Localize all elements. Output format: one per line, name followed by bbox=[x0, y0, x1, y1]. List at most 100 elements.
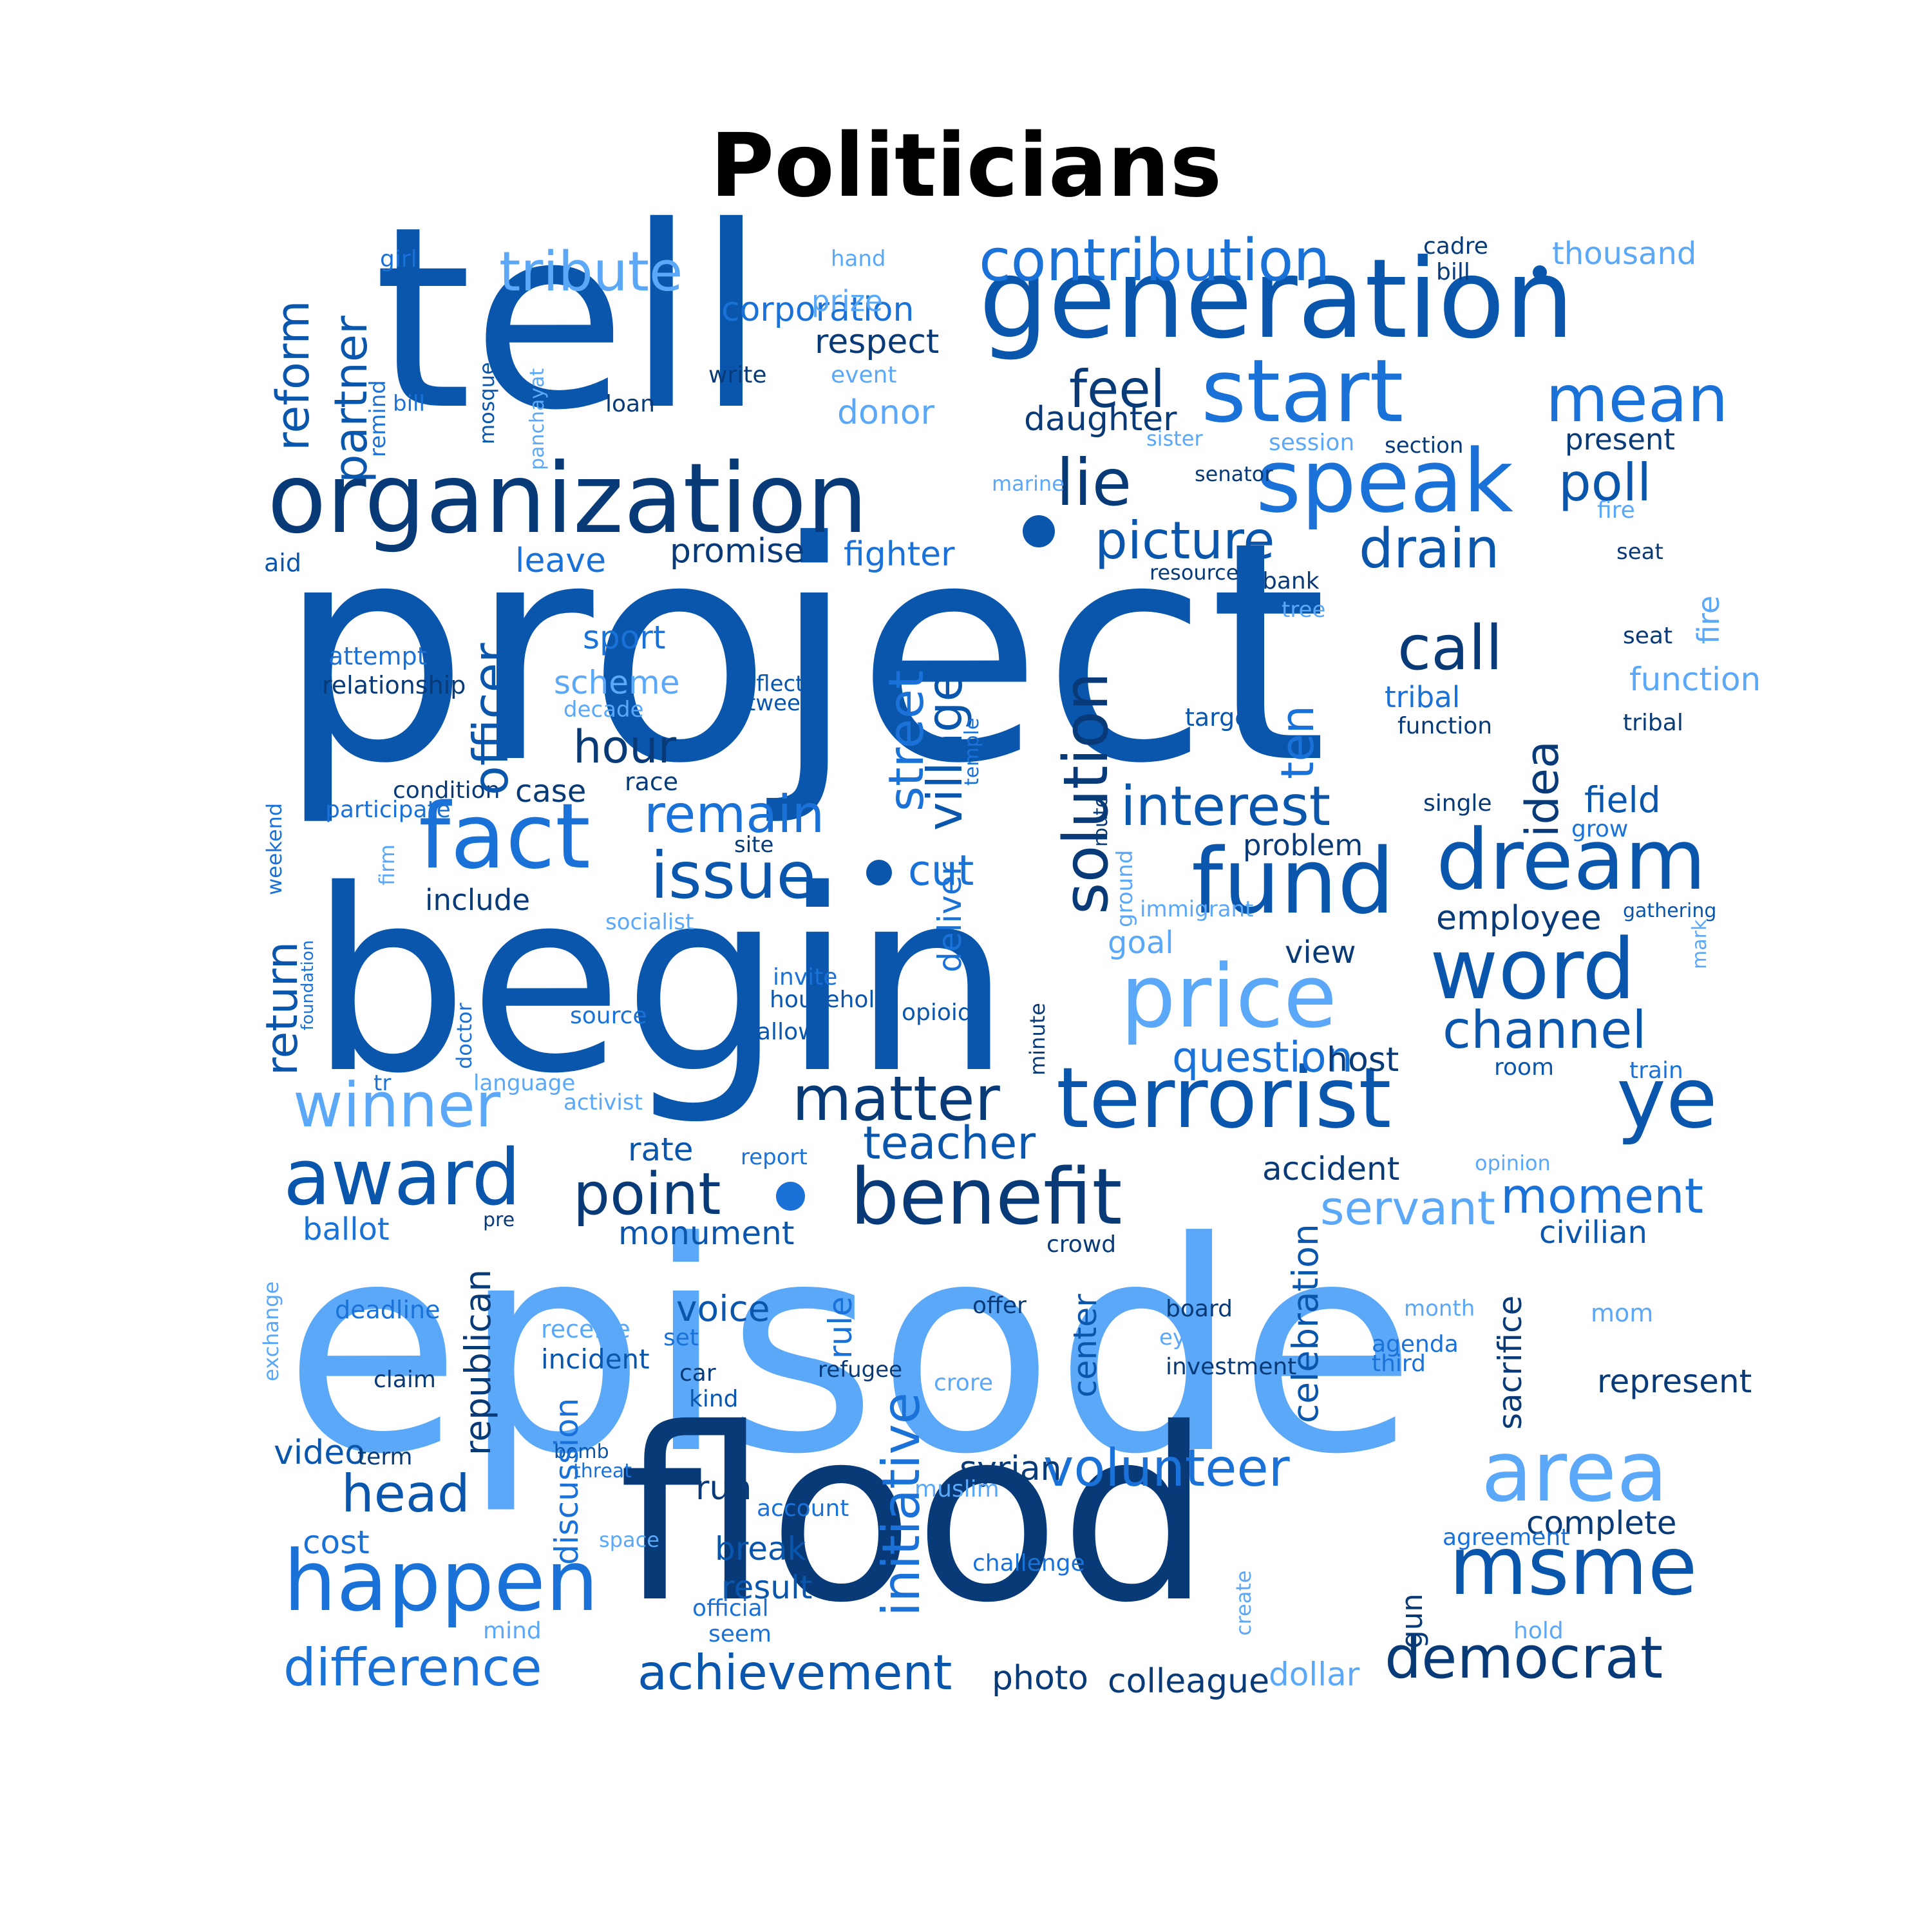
word-servant: ballot bbox=[303, 1211, 390, 1247]
word-dream: dream bbox=[1436, 811, 1707, 909]
word-goal: host bbox=[1327, 1041, 1399, 1079]
word-photo: dollar bbox=[1269, 1656, 1360, 1693]
word-cadre: hand bbox=[831, 246, 886, 272]
word-investment: offer bbox=[972, 1293, 1027, 1319]
word-lie: lie bbox=[1056, 445, 1132, 520]
word-decade: relationship bbox=[322, 671, 466, 699]
word-airport: create bbox=[1231, 1570, 1256, 1636]
word-democrat: democrat bbox=[1385, 1624, 1663, 1692]
word-pre: target bbox=[1185, 703, 1260, 732]
word-kind: incident bbox=[541, 1343, 650, 1375]
word-crore: third bbox=[1372, 1350, 1426, 1377]
word-crowd: single bbox=[1423, 790, 1492, 817]
word-complete: sacrifice bbox=[1492, 1295, 1529, 1430]
word-space: threat bbox=[573, 1460, 632, 1482]
word-girl: prize bbox=[811, 284, 883, 318]
word-bank: senator bbox=[1195, 462, 1273, 486]
word-view: voice bbox=[676, 1288, 770, 1329]
word-doctor: include bbox=[425, 883, 531, 917]
word-target: mark bbox=[1689, 919, 1711, 969]
word-donor: bank bbox=[1262, 568, 1320, 594]
word-receive: opinion bbox=[1475, 1151, 1551, 1175]
word-mom: month bbox=[1404, 1296, 1475, 1321]
word-video: rate bbox=[628, 1131, 694, 1168]
word-aid: bill bbox=[393, 391, 425, 417]
word-term: mom bbox=[1591, 1299, 1654, 1327]
word-center: run bbox=[696, 1469, 752, 1508]
word-winner: winner bbox=[293, 1070, 501, 1141]
word-poll: poll bbox=[1558, 453, 1652, 513]
word-colleague: complete bbox=[1526, 1504, 1677, 1542]
word-leave: leave bbox=[515, 542, 607, 580]
word-present: fire bbox=[1597, 497, 1635, 524]
word-immigrant: minute bbox=[1025, 1003, 1050, 1075]
word-accident: grow bbox=[1571, 816, 1629, 842]
word-contribution: contribution bbox=[979, 227, 1331, 294]
word-foundation: site bbox=[734, 832, 774, 858]
word-initiative: initiative bbox=[871, 1392, 931, 1616]
word-room: immigrant bbox=[1140, 896, 1254, 922]
word-thing: case bbox=[515, 773, 587, 810]
word-grow: function bbox=[1629, 661, 1761, 698]
word-case: cut bbox=[908, 847, 974, 895]
word-cost: discussion bbox=[548, 1397, 585, 1565]
word-site: firm bbox=[375, 844, 399, 886]
word-muslim: term bbox=[357, 1444, 413, 1470]
word-temple: reflect bbox=[734, 671, 804, 697]
word-hour: question bbox=[1172, 1034, 1353, 1082]
word-senator: session bbox=[1269, 430, 1355, 456]
word-reform: reform bbox=[267, 300, 319, 451]
dot-decoration bbox=[1533, 265, 1547, 279]
word-tr: socialist bbox=[605, 909, 694, 935]
word-hold: challenge bbox=[972, 1550, 1085, 1577]
word-write: write bbox=[708, 362, 767, 388]
word-interest: interest bbox=[1121, 775, 1331, 838]
word-challenge: official bbox=[692, 1595, 769, 1622]
word-train: gathering bbox=[1623, 900, 1717, 922]
word-attempt: mosque bbox=[475, 362, 499, 444]
word-solution: solution bbox=[1051, 672, 1122, 914]
word-flood: flood bbox=[618, 1378, 1211, 1655]
word-msme: msme bbox=[1449, 1520, 1698, 1613]
word-event: marine bbox=[992, 471, 1065, 496]
word-weekend: participate bbox=[325, 797, 451, 823]
word-panchayat: remind bbox=[365, 380, 391, 457]
word-marine: resource bbox=[1150, 560, 1239, 585]
word-eye: refugee bbox=[818, 1357, 903, 1383]
word-officer: officer bbox=[462, 643, 519, 795]
word-discussion: monument bbox=[618, 1215, 795, 1252]
word-speak: speak bbox=[1256, 431, 1513, 532]
word-board: kind bbox=[689, 1386, 739, 1412]
word-call: call bbox=[1397, 613, 1503, 684]
word-teacher: teacher bbox=[863, 1117, 1036, 1170]
word-project: project bbox=[277, 477, 1328, 829]
word-fact: fact bbox=[419, 784, 591, 889]
word-republican: republican bbox=[457, 1269, 498, 1455]
word-loan: donor bbox=[837, 393, 934, 432]
word-ten: ten bbox=[1271, 705, 1324, 779]
word-dollar: represent bbox=[1597, 1363, 1752, 1400]
word-respect: event bbox=[831, 362, 897, 388]
word-hand: corporation bbox=[721, 290, 914, 329]
word-happen: happen bbox=[283, 1532, 599, 1630]
word-single: room bbox=[1494, 1054, 1555, 1081]
word-tweet: attempt bbox=[328, 642, 427, 670]
word-break: photo bbox=[992, 1659, 1088, 1698]
word-create: seem bbox=[708, 1621, 772, 1647]
dot-decoration bbox=[1023, 515, 1055, 547]
word-organization: organization bbox=[267, 443, 868, 555]
word-claim: agenda bbox=[1372, 1331, 1459, 1358]
word-exchange: pre bbox=[483, 1209, 515, 1231]
word-celebration: celebration bbox=[1285, 1224, 1326, 1423]
word-allow: activist bbox=[564, 1090, 643, 1115]
word-difference: difference bbox=[283, 1638, 542, 1698]
word-scheme: scheme bbox=[554, 664, 680, 701]
word-volunteer: volunteer bbox=[1043, 1438, 1290, 1498]
word-drain: drain bbox=[1359, 517, 1500, 581]
word-set: deadline bbox=[335, 1296, 440, 1324]
word-activist: doctor bbox=[452, 1003, 477, 1069]
word-include: race bbox=[625, 768, 679, 796]
word-achievement: achievement bbox=[638, 1644, 952, 1701]
word-opioid: invite bbox=[773, 964, 838, 990]
word-deliver: view bbox=[1285, 934, 1356, 971]
